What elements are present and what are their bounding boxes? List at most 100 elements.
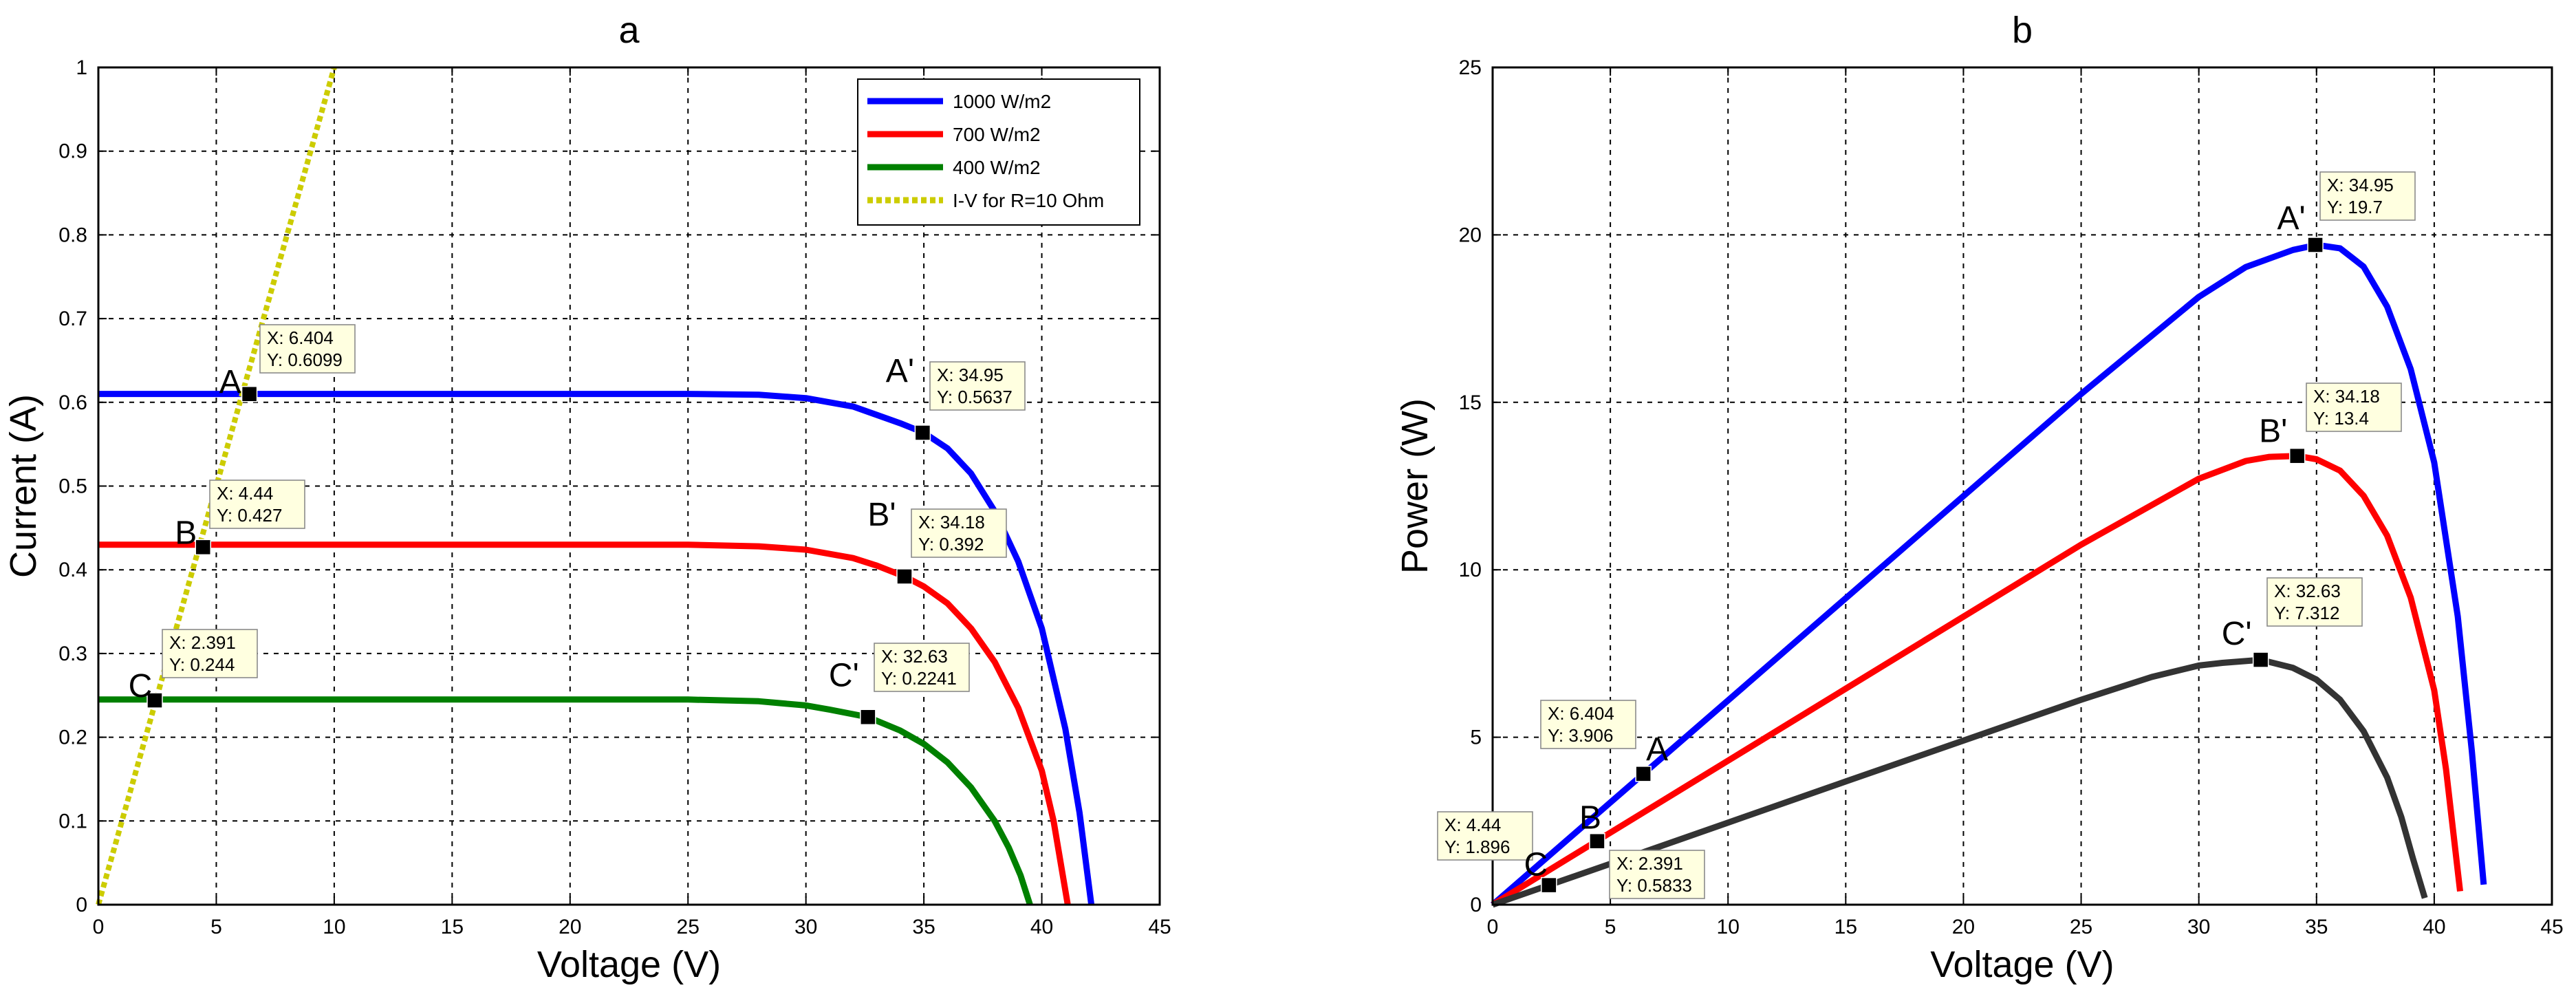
data-tip-y: Y: 0.2241 (881, 668, 957, 689)
y-tick-label: 0.5 (58, 475, 87, 498)
data-tip-box (259, 324, 356, 374)
point-label: B' (2259, 413, 2287, 450)
axes-frame (97, 66, 1161, 906)
data-tip-y: Y: 1.896 (1444, 837, 1510, 857)
data-point-marker (860, 709, 876, 726)
x-tick-label: 5 (1605, 916, 1616, 938)
point-label: B (175, 515, 197, 551)
y-axis-label: Power (W) (1394, 398, 1436, 574)
data-tip-y: Y: 13.4 (2313, 408, 2369, 429)
x-tick-label: 20 (559, 916, 581, 938)
y-tick-label: 0.4 (58, 559, 87, 581)
chart-b: 0 5 10 15 20 25 30 35 40 45 0 5 10 15 20 25 b Voltage (V)… (1394, 10, 2564, 985)
x-tick-label: 40 (1030, 916, 1053, 938)
data-tip-box (2319, 171, 2416, 221)
data-point-marker (1635, 766, 1652, 782)
y-tick-label: 20 (1459, 224, 1482, 246)
axes-frame (1491, 66, 2553, 906)
data-tip-x: X: 4.44 (1444, 815, 1501, 835)
y-tick-label: 15 (1459, 391, 1482, 414)
point-label: A' (886, 353, 914, 389)
data-tip-box (2266, 577, 2363, 627)
point-label: A (1646, 731, 1668, 768)
y-tick-label: 0 (1470, 894, 1482, 916)
point-label: C (129, 668, 153, 704)
x-tick-label: 25 (677, 916, 700, 938)
series-line-700-w-m2 (98, 541, 1071, 905)
legend-entry: 1000 W/m2 (953, 91, 1051, 112)
data-tip-box (209, 480, 305, 529)
data-tip-x: X: 6.404 (1548, 703, 1614, 724)
data-point-marker (896, 568, 913, 585)
data-tip-x: X: 34.95 (2327, 175, 2394, 195)
series-line-400-w-m2 (1491, 656, 2428, 908)
series-line-i-v-for-r-10-ohm (96, 66, 337, 906)
point-label: A (219, 364, 241, 400)
data-point-marker (2307, 237, 2324, 253)
gridlines (98, 67, 1160, 905)
data-tip-y: Y: 0.6099 (267, 349, 343, 370)
x-axis-label: Voltage (V) (1930, 944, 2114, 985)
point-label: C (1524, 847, 1548, 883)
y-tick-label: 0.9 (58, 140, 87, 163)
y-tick-label: 25 (1459, 56, 1482, 79)
x-tick-label: 25 (2070, 916, 2092, 938)
x-tick-label: 30 (794, 916, 817, 938)
data-tip-box (874, 643, 970, 692)
data-point-marker (1541, 876, 1557, 894)
data-tip-x: X: 32.63 (881, 646, 948, 667)
series-group (1491, 241, 2487, 908)
gridlines (1493, 67, 2552, 905)
y-tick-label: 0.8 (58, 224, 87, 246)
y-axis-label: Current (A) (3, 394, 44, 578)
legend-entry: 700 W/m2 (953, 124, 1041, 145)
data-tip-y: Y: 0.427 (217, 505, 282, 526)
x-tick-label: 15 (1834, 916, 1857, 938)
data-tip-x: X: 34.18 (918, 512, 985, 532)
data-tip-x: X: 32.63 (2274, 581, 2341, 601)
point-label: B (1579, 800, 1601, 837)
x-tick-label: 15 (441, 916, 464, 938)
data-tip-y: Y: 7.312 (2274, 603, 2339, 623)
legend-entry: 400 W/m2 (953, 157, 1041, 178)
data-tip-box (1540, 700, 1636, 749)
data-tip-box (1609, 850, 1705, 899)
x-tick-label: 35 (912, 916, 935, 938)
x-tick-label: 10 (323, 916, 345, 938)
series-line-700-w-m2 (1491, 453, 2463, 907)
chart-title: a (618, 10, 640, 51)
data-tip-x: X: 4.44 (217, 483, 273, 504)
y-tick-label: 0.2 (58, 726, 87, 749)
data-tip-x: X: 6.404 (267, 327, 334, 348)
x-tick-label: 45 (2540, 916, 2563, 938)
data-tip-box (1437, 811, 1533, 861)
point-label: C' (829, 657, 859, 693)
x-tick-label: 0 (93, 916, 105, 938)
data-point-marker (914, 424, 931, 441)
y-tick-label: 10 (1459, 559, 1482, 581)
x-tick-label: 30 (2187, 916, 2210, 938)
data-tip-y: Y: 0.244 (169, 654, 235, 675)
x-tick-label: 10 (1717, 916, 1740, 938)
y-tick-label: 0.6 (58, 391, 87, 414)
x-tick-label: 0 (1487, 916, 1499, 938)
y-tick-label: 5 (1470, 726, 1482, 749)
data-point-marker (2252, 652, 2269, 668)
legend: 1000 W/m2 700 W/m2 400 W/m2 I-V for R=10 Oh… (857, 78, 1140, 226)
x-tick-label: 40 (2423, 916, 2445, 938)
data-tip-x: X: 34.95 (937, 365, 1004, 385)
series-group (96, 66, 1095, 906)
series-line-1000-w-m2 (1491, 241, 2487, 907)
chart-a: 0 5 10 15 20 25 30 35 40 45 0 0.1 0.2 0.3 0.4 0.5 0.6 0.7… (3, 10, 1171, 985)
x-tick-label: 45 (1148, 916, 1171, 938)
data-tip-y: Y: 0.392 (918, 534, 984, 555)
data-tip-x: X: 2.391 (169, 632, 236, 653)
series-line-1000-w-m2 (98, 391, 1095, 905)
data-tip-x: X: 34.18 (2313, 386, 2380, 407)
data-tip-box (911, 508, 1007, 558)
data-tip-box (2306, 383, 2402, 432)
legend-entry: I-V for R=10 Ohm (953, 190, 1104, 211)
